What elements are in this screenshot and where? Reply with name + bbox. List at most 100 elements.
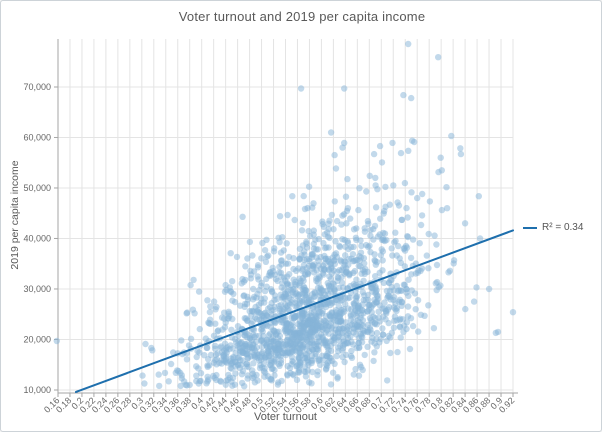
scatter-point bbox=[221, 340, 229, 347]
legend-label: R² = 0.34 bbox=[542, 222, 584, 233]
scatter-point bbox=[411, 290, 419, 297]
scatter-point bbox=[308, 352, 316, 360]
scatter-point bbox=[331, 335, 338, 342]
scatter-point bbox=[266, 304, 274, 311]
scatter-point bbox=[409, 236, 417, 243]
scatter-point bbox=[303, 256, 310, 263]
scatter-point bbox=[388, 245, 395, 252]
scatter-point bbox=[393, 305, 401, 312]
scatter-point bbox=[251, 379, 259, 386]
y-tick-label: 20,000 bbox=[23, 334, 51, 344]
scatter-point bbox=[289, 193, 296, 200]
scatter-point bbox=[250, 360, 257, 367]
scatter-point bbox=[177, 382, 184, 390]
scatter-point bbox=[373, 258, 381, 266]
scatter-point bbox=[380, 279, 387, 286]
scatter-point bbox=[334, 329, 342, 337]
scatter-point bbox=[228, 326, 235, 333]
scatter-point bbox=[327, 381, 335, 388]
scatter-point bbox=[301, 363, 308, 370]
scatter-point bbox=[355, 302, 362, 310]
y-tick-label: 70,000 bbox=[23, 82, 51, 92]
scatter-point bbox=[212, 306, 219, 313]
scatter-point bbox=[258, 279, 265, 287]
scatter-point bbox=[257, 337, 265, 344]
scatter-point bbox=[297, 85, 305, 92]
scatter-point bbox=[443, 184, 450, 191]
scatter-point bbox=[364, 243, 372, 251]
scatter-point bbox=[359, 334, 366, 341]
scatter-point bbox=[260, 312, 267, 320]
scatter-point bbox=[317, 318, 324, 325]
scatter-point bbox=[276, 213, 284, 220]
scatter-point bbox=[212, 320, 219, 327]
scatter-point bbox=[494, 328, 502, 336]
scatter-point bbox=[314, 371, 321, 379]
scatter-point bbox=[405, 276, 412, 283]
scatter-point bbox=[405, 147, 412, 154]
scatter-point bbox=[372, 273, 379, 280]
scatter-point bbox=[398, 287, 405, 295]
scatter-point bbox=[331, 198, 338, 205]
scatter-point bbox=[379, 257, 386, 264]
scatter-point bbox=[284, 211, 291, 219]
scatter-point bbox=[414, 194, 421, 202]
scatter-point bbox=[250, 326, 258, 333]
scatter-point bbox=[371, 222, 379, 230]
scatter-point bbox=[304, 268, 312, 275]
scatter-point bbox=[276, 307, 283, 315]
scatter-point bbox=[290, 314, 297, 321]
scatter-point bbox=[210, 298, 218, 305]
scatter-point bbox=[340, 306, 348, 313]
scatter-point bbox=[403, 204, 410, 212]
scatter-point bbox=[305, 359, 312, 366]
scatter-point bbox=[186, 381, 193, 389]
scatter-point bbox=[379, 331, 387, 338]
scatter-point bbox=[290, 372, 297, 379]
scatter-point bbox=[375, 308, 382, 315]
scatter-point bbox=[302, 373, 310, 380]
scatter-point bbox=[309, 250, 316, 258]
scatter-point bbox=[333, 352, 340, 360]
scatter-point bbox=[327, 129, 335, 136]
scatter-point bbox=[319, 307, 326, 315]
scatter-point bbox=[383, 337, 390, 345]
scatter-point bbox=[228, 378, 235, 385]
scatter-point bbox=[368, 338, 375, 345]
scatter-point bbox=[271, 359, 278, 366]
scatter-point bbox=[229, 334, 236, 341]
scatter-point bbox=[195, 380, 202, 387]
scatter-point bbox=[155, 371, 162, 378]
scatter-point bbox=[204, 297, 211, 304]
scatter-point bbox=[242, 315, 250, 322]
scatter-point bbox=[347, 311, 354, 318]
scatter-point bbox=[236, 364, 244, 372]
y-tick-label: 50,000 bbox=[23, 183, 51, 193]
scatter-point bbox=[374, 295, 382, 303]
scatter-point bbox=[277, 359, 285, 367]
scatter-point bbox=[404, 233, 412, 241]
scatter-point bbox=[355, 372, 363, 379]
scatter-point bbox=[175, 367, 182, 375]
scatter-point bbox=[289, 335, 296, 342]
scatter-point bbox=[397, 334, 404, 341]
scatter-point bbox=[379, 248, 387, 255]
scatter-point bbox=[252, 332, 259, 339]
scatter-point bbox=[368, 304, 375, 311]
scatter-point bbox=[330, 257, 338, 265]
scatter-point bbox=[336, 314, 344, 321]
scatter-point bbox=[142, 340, 149, 348]
scatter-point bbox=[372, 182, 379, 189]
trendline-legend[interactable]: R² = 0.34 bbox=[523, 222, 583, 233]
scatter-point bbox=[341, 270, 348, 277]
scatter-point bbox=[473, 284, 480, 291]
scatter-point bbox=[354, 322, 361, 329]
scatter-point bbox=[398, 302, 405, 309]
scatter-point bbox=[401, 179, 409, 187]
scatter-point bbox=[412, 270, 419, 277]
scatter-point bbox=[229, 345, 236, 352]
scatter-point bbox=[476, 235, 484, 242]
scatter-point bbox=[201, 352, 208, 359]
scatter-point bbox=[233, 253, 241, 261]
scatter-point bbox=[249, 252, 256, 259]
